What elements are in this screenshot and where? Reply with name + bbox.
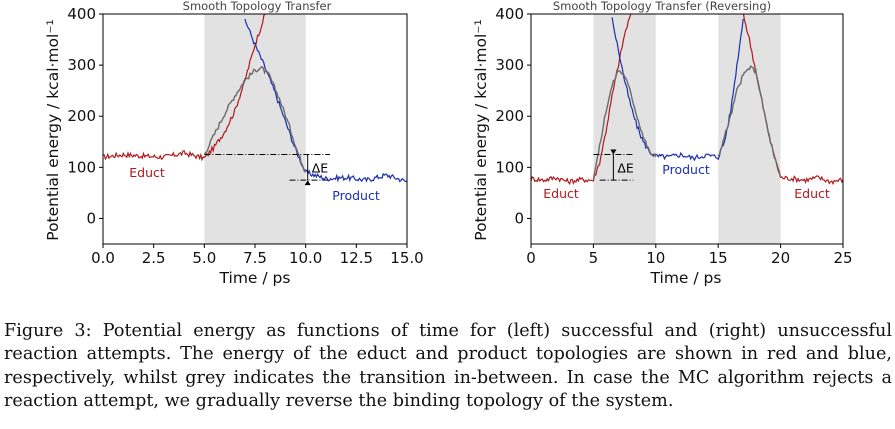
left-panel-title: Smooth Topology Transfer <box>183 0 332 13</box>
caption-label: Figure 3: <box>4 321 92 341</box>
x-tick-label: 5.0 <box>192 249 216 267</box>
x-tick-label: 15 <box>709 249 728 267</box>
y-tick-label: 300 <box>495 56 524 74</box>
figure-caption: Figure 3: Potential energy as functions … <box>4 320 892 413</box>
plot-frame <box>530 13 844 245</box>
y-tick-label: 100 <box>495 158 524 176</box>
educt-series-line-0 <box>103 14 266 162</box>
transition-series-line-4 <box>717 64 782 178</box>
shaded-region-1 <box>718 14 781 244</box>
x-tick-label: 2.5 <box>142 249 166 267</box>
x-tick-label: 0 <box>526 249 536 267</box>
right-y-axis-label: Potential energy / kcal·mol⁻¹ <box>472 19 490 240</box>
caption-text: Potential energy as functions of time fo… <box>4 321 892 411</box>
x-tick-label: 10 <box>646 249 665 267</box>
x-tick-label: 15.0 <box>390 249 423 267</box>
y-tick-label: 300 <box>67 56 96 74</box>
transition-series-line-3 <box>592 69 657 180</box>
delta-e-label: ΔE <box>312 160 329 175</box>
right-panel-title: Smooth Topology Transfer (Reversing) <box>553 0 771 13</box>
y-tick-label: 0 <box>86 209 96 227</box>
transition-series-line-2 <box>203 66 307 173</box>
left-y-axis-label: Potential energy / kcal·mol⁻¹ <box>44 19 62 240</box>
x-tick-label: 12.5 <box>340 249 373 267</box>
right-panel: Smooth Topology Transfer (Reversing) ΔE E… <box>472 0 853 287</box>
figure: Smooth Topology Transfer ΔE Educt Product 0… <box>44 0 853 287</box>
left-x-axis-label: Time / ps <box>219 269 291 287</box>
y-tick-label: 200 <box>495 107 524 125</box>
y-tick-label: 0 <box>514 209 524 227</box>
right-plot-area: ΔE Educt Product Educt 0 5 10 15 20 25 0 100 200 300 4… <box>495 5 852 267</box>
x-tick-label: 25 <box>833 249 852 267</box>
y-tick-label: 400 <box>67 5 96 23</box>
product-label: Product <box>662 162 710 177</box>
educt-series-line-0 <box>531 14 632 186</box>
y-tick-label: 200 <box>67 107 96 125</box>
product-label: Product <box>332 188 380 203</box>
delta-e-arrowhead <box>304 180 311 186</box>
left-plot-area: ΔE Educt Product 0.0 2.5 5.0 7.5 10.0 12.5 15.0 0 1… <box>67 5 423 267</box>
educt-label-left: Educt <box>543 186 579 201</box>
x-tick-label: 7.5 <box>243 249 267 267</box>
y-tick-label: 400 <box>495 5 524 23</box>
product-series-line-1 <box>244 18 407 183</box>
educt-label-right: Educt <box>794 186 830 201</box>
right-x-axis-label: Time / ps <box>650 269 722 287</box>
educt-label: Educt <box>129 165 165 180</box>
y-tick-label: 100 <box>67 158 96 176</box>
x-tick-label: 5 <box>589 249 599 267</box>
delta-e-label: ΔE <box>617 160 634 175</box>
x-tick-label: 20 <box>771 249 790 267</box>
x-tick-label: 10.0 <box>289 249 322 267</box>
shaded-region-0 <box>593 14 656 244</box>
x-tick-label: 0.0 <box>91 249 115 267</box>
delta-e-arrowhead <box>610 149 617 155</box>
left-panel: Smooth Topology Transfer ΔE Educt Product 0… <box>44 0 424 287</box>
